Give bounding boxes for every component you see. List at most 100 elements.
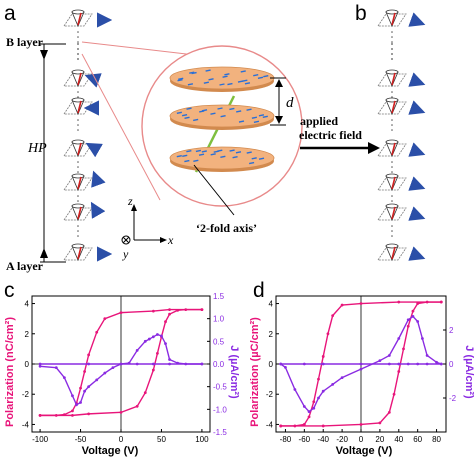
series-3-point [119,362,123,366]
series-2-point [435,360,438,364]
series-3-point [147,337,151,341]
series-1-point [200,308,204,311]
cone-top [385,203,399,209]
mesogen-dash [217,107,223,110]
dot [391,41,393,43]
dot [391,36,393,38]
series-2-point [321,389,325,393]
series-0-point [151,309,155,313]
mesogen-dash [186,149,192,153]
chart-c-ylabel-left: Polarization (nC/cm²) [4,317,16,427]
series-2-point [103,371,107,375]
y-right-tick-label: 1.0 [213,315,225,324]
polarization-arrow-icon [408,206,426,221]
director-icon [391,246,396,260]
series-0-point [397,300,401,304]
series-3-point [406,362,410,366]
b-layer-0 [377,9,426,28]
mesogen-dash [193,118,199,122]
series-3-point [143,339,147,343]
y-axis-label: y [122,247,129,261]
series-1-point [135,404,139,408]
a-layer-5 [63,170,106,192]
x-tick-label: -80 [280,435,292,444]
series-2-point [425,354,429,357]
a-layer-3 [63,97,100,116]
b-layer-5 [377,173,426,192]
series-0-point [321,355,325,358]
mesogen-dash [246,151,252,154]
b-layer-7 [377,243,426,262]
series-0-point [71,409,74,413]
panel-label-a: a [4,2,16,25]
series-2-point [284,366,287,369]
series-1-point [87,412,91,416]
series-3-point [87,362,91,366]
series-0-point [340,303,344,307]
dot [77,129,79,131]
mesogen-dash [232,155,238,159]
dot [77,91,79,93]
series-line-1 [40,308,202,417]
dot [77,119,79,121]
x-tick-label: -60 [299,435,311,444]
y-left-tick-label: 0 [269,360,274,369]
cone-top [385,69,399,75]
mesogen-dash [208,78,214,81]
polarization-arrow-icon [91,170,106,188]
chart-c: -100 -50 0 50 100 -4 -2 0 2 4 -1.5 -1.0 -0.5 0.0 0.5 1.… [22,292,227,444]
series-3-point [151,335,155,339]
y-left-tick-label: -2 [22,390,30,399]
disc-stack [169,66,275,173]
polarization-arrow-icon [408,176,426,191]
cone-top [71,139,85,145]
series-2-point [411,315,415,318]
dot [391,53,393,55]
dot [391,43,393,45]
series-2-point [151,362,155,366]
series-2-point [302,405,306,408]
director-icon [391,206,396,220]
series-2-point [95,378,99,382]
series-2-point [420,337,424,340]
mesogen-dash [222,75,228,78]
y-right-tick-label: -2 [449,394,457,403]
mesogen-dash [258,114,265,117]
series-0-point [317,377,320,381]
mesogen-dash [258,157,265,160]
series-2-point [62,376,66,379]
series-2-point [71,394,74,398]
director-icon [391,12,396,26]
series-0-point [119,311,123,315]
y-left-tick-label: 4 [269,300,274,309]
director-icon [391,176,396,190]
series-3-point [156,333,159,336]
series-3-point [135,349,139,352]
y-left-tick-label: 2 [269,330,274,339]
series-1-point [168,312,171,316]
mesogen-dash [191,71,197,75]
polarization-arrow-icon [408,142,426,157]
y-right-tick-label: -1.5 [213,428,227,437]
series-2-point [406,318,410,322]
a-layer-label: A layer [6,259,44,273]
series-1-point [439,300,443,304]
x-tick-label: 0 [359,435,364,444]
mesogen-dash [176,154,182,158]
series-2-point [75,403,78,407]
y-right-tick-label: 0 [449,360,454,369]
dot [77,53,79,55]
series-0-point [95,330,99,334]
cone-top [385,97,399,103]
applied-label: applied [300,114,338,128]
series-0-point [312,400,316,404]
polarization-arrow-icon [84,73,102,88]
mesogen-dash [227,82,233,86]
mesogen-dash [248,161,255,165]
series-3-point [416,362,420,366]
mesogen-dash [184,159,190,163]
series-1-point [143,391,147,395]
series-2-point [312,406,316,410]
series-0-point [307,415,311,419]
